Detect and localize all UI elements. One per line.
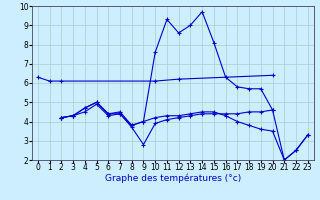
X-axis label: Graphe des températures (°c): Graphe des températures (°c) [105, 174, 241, 183]
